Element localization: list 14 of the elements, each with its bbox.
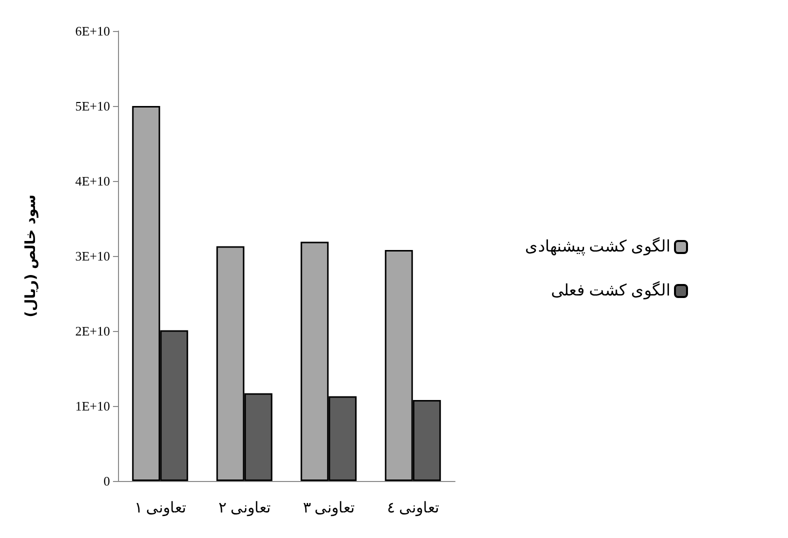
- x-tick-label: تعاونی ۱: [134, 500, 186, 516]
- y-tick-label: 6E+10: [75, 24, 110, 38]
- y-tick-label: 1E+10: [75, 398, 110, 414]
- x-tick-label: تعاونی ٤: [387, 500, 439, 516]
- y-axis-title: سود خالص (ریال): [23, 194, 39, 318]
- legend-label: الگوی کشت پیشنهادی: [525, 236, 670, 256]
- y-tick-label: 3E+10: [75, 248, 110, 264]
- legend-label: الگوی کشت فعلی: [551, 280, 670, 300]
- x-tick-label: تعاونی ۳: [302, 500, 354, 516]
- y-tick-label: 4E+10: [75, 174, 110, 188]
- y-tick-label: 0: [104, 474, 110, 488]
- y-tick-label: 5E+10: [75, 98, 110, 114]
- y-tick-label: 2E+10: [75, 324, 110, 338]
- x-tick-label: تعاونی ۲: [218, 500, 270, 516]
